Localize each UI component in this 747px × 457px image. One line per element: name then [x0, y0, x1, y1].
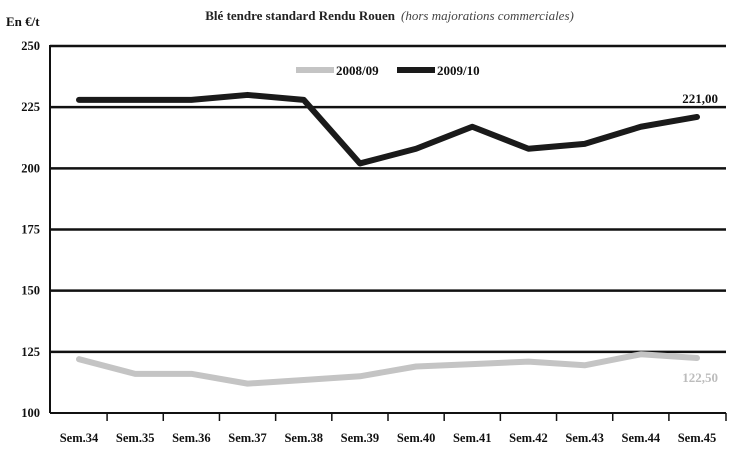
y-tick-label: 125	[21, 345, 40, 359]
x-tick-label: Sem.40	[397, 431, 436, 445]
end-value-label-2009-10: 221,00	[682, 91, 718, 106]
y-tick-label: 225	[21, 100, 40, 114]
y-tick-label: 150	[21, 284, 40, 298]
end-value-labels: 122,50 221,00	[682, 91, 718, 385]
gridlines	[50, 44, 726, 354]
x-tick-label: Sem.36	[172, 431, 211, 445]
legend-label-2009-10: 2009/10	[437, 63, 480, 78]
x-tick-label: Sem.35	[116, 431, 155, 445]
series-line-2008-09	[76, 351, 700, 387]
x-tick-label: Sem.45	[678, 431, 717, 445]
legend: 2008/09 2009/10	[296, 63, 480, 78]
x-tick-label: Sem.42	[509, 431, 548, 445]
y-axis-unit-label: En €/t	[6, 14, 40, 29]
x-tick-label: Sem.41	[453, 431, 492, 445]
legend-label-2008-09: 2008/09	[336, 63, 379, 78]
x-tick-label: Sem.39	[341, 431, 380, 445]
series-line-2009-10	[76, 91, 700, 167]
y-tick-label: 200	[21, 161, 40, 175]
x-tick-label: Sem.43	[565, 431, 604, 445]
y-tick-label: 250	[21, 39, 40, 53]
y-tick-labels: 100 125 150 175 200 225 250	[21, 39, 40, 420]
chart-title: Blé tendre standard Rendu Rouen	[205, 8, 396, 23]
y-tick-label: 175	[21, 223, 40, 237]
x-tick-label: Sem.38	[284, 431, 323, 445]
x-tick-label: Sem.37	[228, 431, 267, 445]
axes	[49, 45, 727, 421]
x-tick-label: Sem.34	[60, 431, 99, 445]
y-tick-label: 100	[21, 406, 40, 420]
end-value-label-2008-09: 122,50	[682, 370, 718, 385]
series-lines	[76, 91, 700, 387]
chart-subtitle: (hors majorations commerciales)	[401, 8, 574, 23]
x-tick-label: Sem.44	[622, 431, 661, 445]
x-tick-labels: Sem.34 Sem.35 Sem.36 Sem.37 Sem.38 Sem.39 Sem.…	[60, 431, 717, 445]
